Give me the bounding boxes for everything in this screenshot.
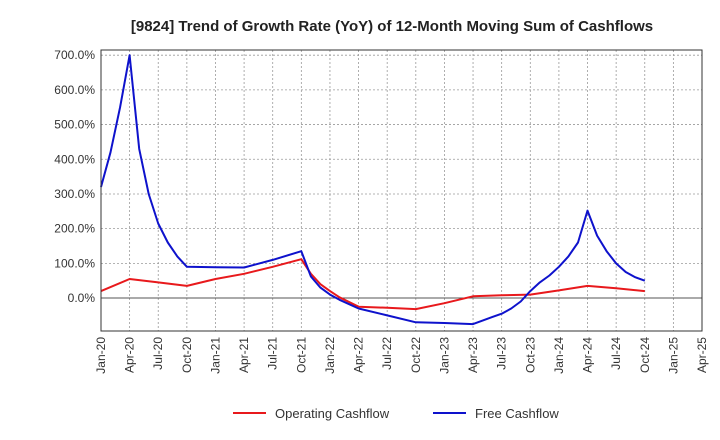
series-group bbox=[100, 54, 646, 326]
y-tick-label: 600.0% bbox=[54, 83, 95, 97]
y-tick-label: 400.0% bbox=[54, 152, 95, 166]
x-tick-label: Jul-24 bbox=[609, 337, 623, 370]
x-tick-label: Apr-23 bbox=[466, 337, 480, 373]
x-tick-label: Jan-20 bbox=[94, 337, 108, 374]
legend-label-operating-cashflow: Operating Cashflow bbox=[275, 406, 390, 421]
x-tick-label: Apr-25 bbox=[695, 337, 709, 373]
x-tick-label: Apr-24 bbox=[581, 337, 595, 373]
y-tick-label: 500.0% bbox=[54, 118, 95, 132]
x-tick-label: Jan-22 bbox=[323, 337, 337, 374]
x-tick-label: Jan-25 bbox=[666, 337, 680, 374]
grid bbox=[101, 50, 702, 331]
x-tick-label: Apr-20 bbox=[123, 337, 137, 373]
x-tick-label: Jan-24 bbox=[552, 337, 566, 374]
x-tick-label: Oct-22 bbox=[409, 337, 423, 373]
operating-cashflow-line bbox=[100, 258, 645, 311]
x-tick-label: Jul-20 bbox=[151, 337, 165, 370]
x-axis-ticks: Jan-20 Apr-20 Jul-20 Oct-20 Jan-21 Apr-21 Jul-… bbox=[94, 337, 709, 374]
x-tick-label: Jul-21 bbox=[266, 337, 280, 370]
x-tick-label: Oct-21 bbox=[294, 337, 308, 373]
y-tick-label: 300.0% bbox=[54, 187, 95, 201]
x-tick-label: Jul-22 bbox=[380, 337, 394, 370]
x-tick-label: Apr-22 bbox=[352, 337, 366, 373]
x-tick-label: Apr-21 bbox=[237, 337, 251, 373]
legend-label-free-cashflow: Free Cashflow bbox=[475, 406, 559, 421]
y-tick-label: 700.0% bbox=[54, 48, 95, 62]
free-cashflow-line bbox=[100, 54, 646, 326]
x-tick-label: Jan-23 bbox=[437, 337, 451, 374]
x-tick-label: Oct-24 bbox=[638, 337, 652, 373]
x-tick-label: Oct-23 bbox=[523, 337, 537, 373]
y-tick-label: 200.0% bbox=[54, 222, 95, 236]
x-tick-label: Oct-20 bbox=[180, 337, 194, 373]
y-axis-ticks: 0.0% 100.0% 200.0% 300.0% 400.0% 500.0% 600.0%… bbox=[54, 48, 95, 305]
legend: Operating Cashflow Free Cashflow bbox=[233, 406, 559, 421]
y-tick-label: 0.0% bbox=[68, 291, 96, 305]
x-tick-label: Jan-21 bbox=[208, 337, 222, 374]
y-tick-label: 100.0% bbox=[54, 256, 95, 270]
chart-title: [9824] Trend of Growth Rate (YoY) of 12-… bbox=[131, 18, 653, 35]
plot-frame bbox=[100, 49, 703, 332]
x-tick-label: Jul-23 bbox=[495, 337, 509, 370]
